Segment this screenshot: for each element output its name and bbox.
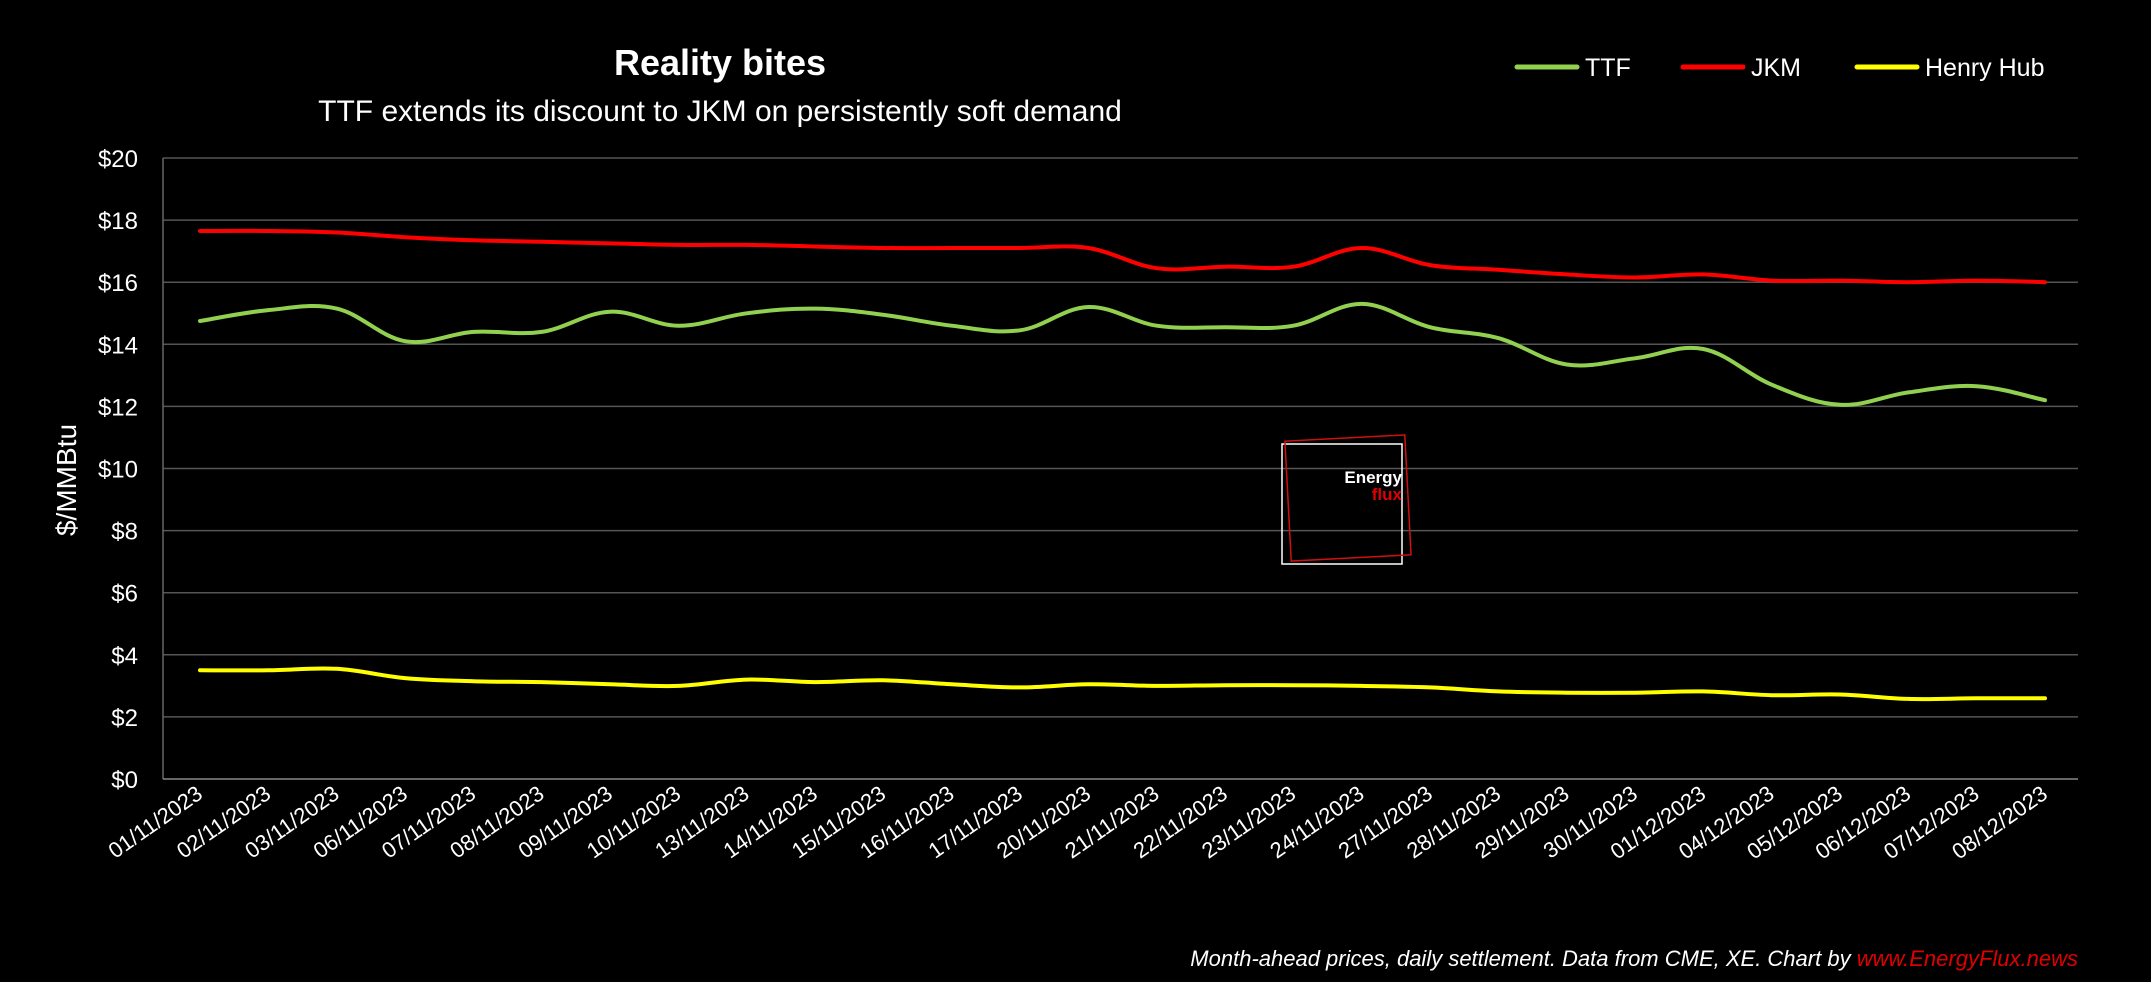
- series-line-henry-hub: [198, 666, 2047, 702]
- series-lines: [198, 228, 2047, 702]
- y-tick-label: $10: [98, 457, 138, 484]
- gridlines: [163, 157, 2078, 718]
- y-tick-label: $8: [111, 519, 138, 546]
- logo-red-square: [1284, 434, 1412, 562]
- legend-label-henry-hub: Henry Hub: [1925, 54, 2045, 82]
- y-tick-label: $14: [98, 332, 138, 359]
- y-tick-label: $2: [111, 705, 138, 732]
- y-axis-ticks: $0 $2 $4 $6 $8 $10 $12 $14 $16 $18 $20: [98, 146, 138, 794]
- series-line-ttf: [198, 301, 2047, 407]
- y-tick-label: $12: [98, 394, 138, 421]
- y-tick-label: $6: [111, 581, 138, 608]
- logo-text-energy: Energy: [1344, 468, 1402, 487]
- legend-label-jkm: JKM: [1751, 54, 1801, 82]
- legend: TTF JKM Henry Hub: [1514, 54, 2045, 82]
- y-tick-label: $0: [111, 767, 138, 794]
- chart-subtitle: TTF extends its discount to JKM on persi…: [318, 95, 1122, 128]
- footer-text: Month-ahead prices, daily settlement. Da…: [1190, 946, 1856, 971]
- y-tick-label: $4: [111, 643, 138, 670]
- footer-note: Month-ahead prices, daily settlement. Da…: [1190, 946, 2078, 971]
- y-tick-label: $18: [98, 208, 138, 235]
- chart-title: Reality bites: [614, 42, 826, 83]
- series-line-jkm: [198, 228, 2047, 285]
- y-axis-label: $/MMBtu: [51, 424, 82, 536]
- y-tick-label: $20: [98, 146, 138, 173]
- legend-label-ttf: TTF: [1585, 54, 1631, 82]
- logo-white-square: [1281, 443, 1403, 565]
- footer-link[interactable]: www.EnergyFlux.news: [1857, 946, 2078, 971]
- logo-text-flux: flux: [1372, 485, 1403, 504]
- y-tick-label: $16: [98, 270, 138, 297]
- energyflux-logo: Energy flux: [1281, 434, 1412, 565]
